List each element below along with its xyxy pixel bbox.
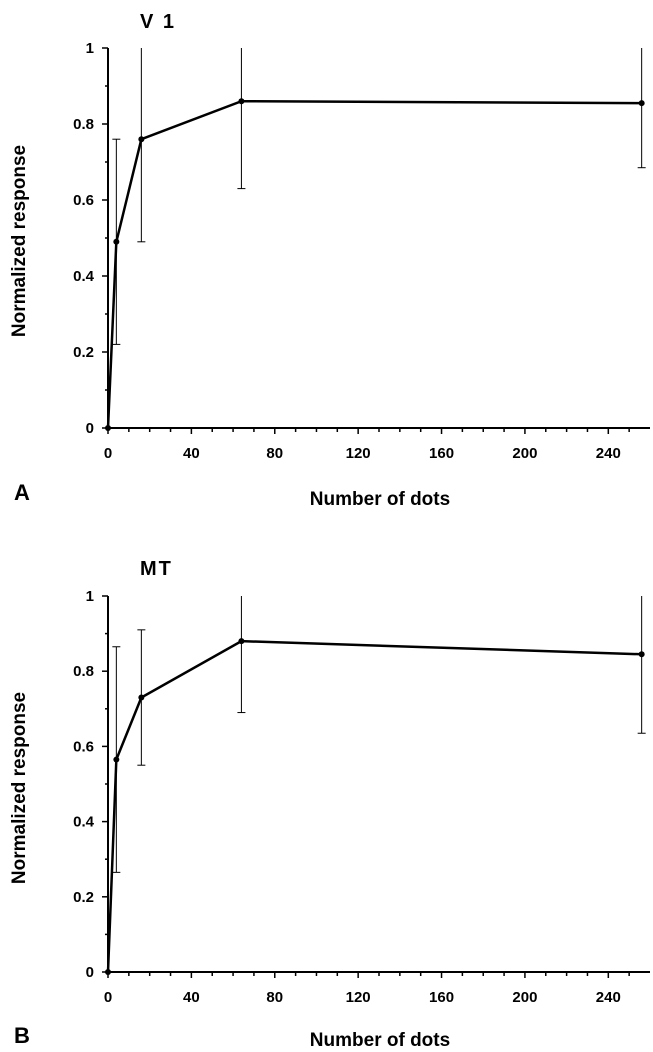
panel-b-x-tick-label: 200 bbox=[512, 989, 537, 1006]
panel-a-y-tick-label: 0.4 bbox=[73, 268, 95, 285]
panel-a-x-tick-label: 0 bbox=[104, 445, 112, 462]
panel-a-data-point bbox=[105, 425, 111, 431]
panel-a-x-tick-label: 40 bbox=[183, 445, 200, 462]
panel-a-series-line bbox=[106, 99, 642, 429]
panel-a-data-point bbox=[638, 100, 645, 107]
panel-b-y-tick-label: 0.4 bbox=[73, 814, 95, 831]
panel-a-ylabel: Normalized response bbox=[9, 145, 30, 337]
panel-a-y-tick-label: 0.6 bbox=[73, 192, 94, 209]
panel-b-data-point bbox=[638, 651, 645, 658]
panel-b-x-tick-label: 0 bbox=[104, 989, 112, 1006]
panel-a-letter: A bbox=[14, 480, 30, 505]
panel-b-y-tick-label: 0.6 bbox=[73, 738, 94, 755]
panel-a-x-tick-label: 200 bbox=[512, 445, 537, 462]
panel-b-letter: B bbox=[14, 1023, 30, 1048]
panel-a-data-point bbox=[138, 136, 145, 143]
panel-b-data-point bbox=[138, 694, 145, 701]
panel-a-y-tick-label: 1 bbox=[86, 40, 94, 57]
panel-a-plot: 0 0.2 0.4 0.6 0.8 1 0 40 80 120 160 200 240 bbox=[73, 40, 650, 462]
panel-b-x-tick-label: 120 bbox=[346, 989, 371, 1006]
panel-b-data-point bbox=[105, 969, 111, 975]
panel-b-title: MT bbox=[140, 558, 173, 580]
panel-b-y-tick-label: 1 bbox=[86, 588, 94, 605]
panel-b-x-tick-label: 80 bbox=[266, 989, 283, 1006]
panel-b-y-tick-label: 0 bbox=[86, 964, 94, 981]
panel-b-y-tick-label: 0.8 bbox=[73, 663, 94, 680]
panel-a-data-point bbox=[238, 98, 245, 105]
panel-a-xlabel: Number of dots bbox=[310, 489, 450, 510]
panel-a-y-tick-label: 0 bbox=[86, 420, 94, 437]
panel-b-data-point bbox=[113, 756, 120, 763]
panel-b-x-tick-label: 40 bbox=[183, 989, 200, 1006]
panel-a-x-tick-label: 120 bbox=[346, 445, 371, 462]
panel-b-xlabel: Number of dots bbox=[310, 1030, 450, 1051]
panel-a: V 1 Normalized response Number of dots A… bbox=[9, 11, 650, 510]
panel-a-x-tick-label: 80 bbox=[266, 445, 283, 462]
panel-a-y-tick-label: 0.8 bbox=[73, 116, 94, 133]
panel-a-x-tick-label: 160 bbox=[429, 445, 454, 462]
panel-b-series-line bbox=[106, 639, 642, 973]
panel-a-x-tick-label: 240 bbox=[596, 445, 621, 462]
panel-b-y-tick-label: 0.2 bbox=[73, 889, 94, 906]
panel-a-data-point bbox=[113, 238, 120, 245]
panel-b-x-tick-label: 240 bbox=[596, 989, 621, 1006]
panel-b-x-tick-label: 160 bbox=[429, 989, 454, 1006]
panel-a-y-tick-label: 0.2 bbox=[73, 344, 94, 361]
panel-b-data-point bbox=[238, 638, 245, 645]
panel-b: MT Normalized response Number of dots B … bbox=[9, 558, 650, 1051]
panel-a-title: V 1 bbox=[140, 11, 176, 33]
panel-b-ylabel: Normalized response bbox=[9, 692, 30, 884]
panel-b-plot: 0 0.2 0.4 0.6 0.8 1 0 40 80 120 160 200 240 bbox=[73, 588, 650, 1006]
